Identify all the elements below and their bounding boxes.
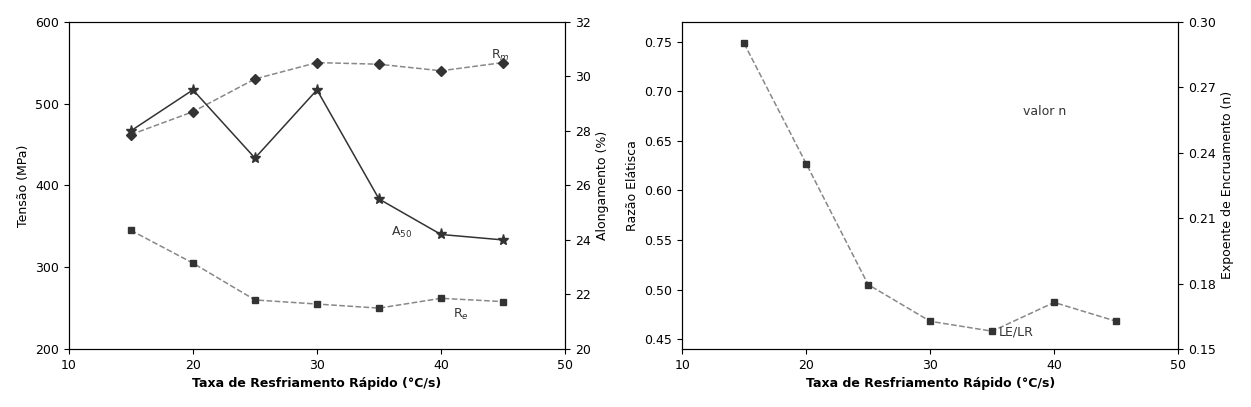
Y-axis label: Expoente de Encruamento (n): Expoente de Encruamento (n) (1221, 91, 1235, 280)
X-axis label: Taxa de Resfriamento Rápido (°C/s): Taxa de Resfriamento Rápido (°C/s) (806, 377, 1055, 390)
Text: R$_m$: R$_m$ (490, 48, 509, 63)
Text: R$_e$: R$_e$ (453, 307, 469, 322)
Text: valor n: valor n (1023, 105, 1066, 118)
Y-axis label: Tensão (MPa): Tensão (MPa) (16, 144, 30, 227)
Text: LE/LR: LE/LR (998, 325, 1033, 338)
X-axis label: Taxa de Resfriamento Rápido (°C/s): Taxa de Resfriamento Rápido (°C/s) (193, 377, 442, 390)
Text: A$_{50}$: A$_{50}$ (392, 225, 413, 240)
Y-axis label: Alongamento (%): Alongamento (%) (597, 131, 609, 240)
Y-axis label: Razão Elátisca: Razão Elátisca (626, 140, 639, 231)
